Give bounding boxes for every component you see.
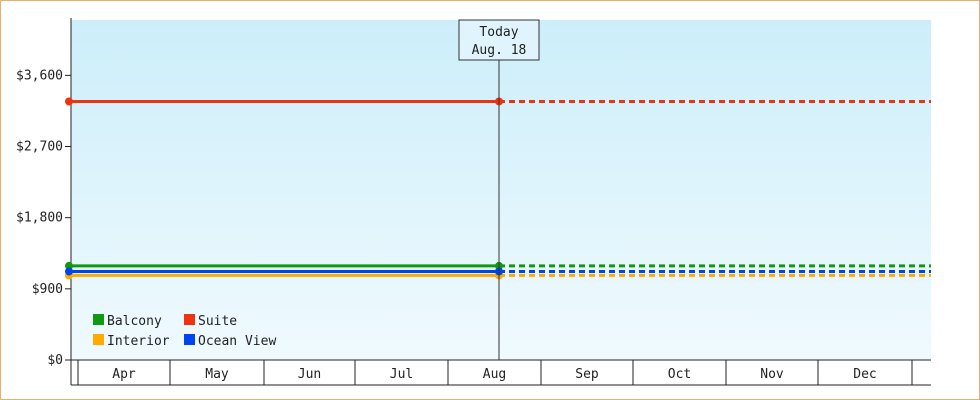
legend-item[interactable]: Interior xyxy=(93,334,170,349)
today-label: Today xyxy=(479,25,518,40)
series-suite xyxy=(65,97,931,106)
today-marker: Today Aug. 18 xyxy=(458,19,540,360)
x-tick-label: Sep xyxy=(575,367,599,382)
x-tick-label: Apr xyxy=(112,367,136,382)
plot-area xyxy=(71,20,931,360)
legend-label: Interior xyxy=(107,334,170,349)
legend-swatch xyxy=(93,334,104,345)
legend-label: Balcony xyxy=(107,314,162,329)
x-tick-label: Aug xyxy=(483,367,506,382)
x-axis: Apr May Jun Jul Aug Sep Oct Nov Dec xyxy=(71,359,931,386)
series-point[interactable] xyxy=(65,261,73,270)
today-callout-box xyxy=(458,19,540,61)
legend-item[interactable]: Balcony xyxy=(93,314,162,329)
x-tick-label: May xyxy=(205,367,229,382)
x-tick-label: Jul xyxy=(390,367,413,382)
series-group xyxy=(65,97,931,280)
legend-item[interactable]: Suite xyxy=(184,314,237,329)
y-tick-label: $3,600 xyxy=(16,68,63,83)
today-date-label: Aug. 18 xyxy=(472,43,527,58)
x-tick-label: Nov xyxy=(760,367,784,382)
legend: Balcony Suite Interior Ocean View xyxy=(93,314,276,349)
y-tick-label: $1,800 xyxy=(16,211,63,226)
legend-label: Suite xyxy=(198,314,237,329)
x-tick-label: Oct xyxy=(668,367,691,382)
x-tick-label: Jun xyxy=(298,367,321,382)
legend-item[interactable]: Ocean View xyxy=(184,334,276,349)
y-tick-label: $2,700 xyxy=(16,140,63,155)
series-point[interactable] xyxy=(65,97,73,106)
series-point[interactable] xyxy=(65,267,73,276)
legend-swatch xyxy=(93,314,104,325)
y-axis: $0 $900 $1,800 $2,700 $3,600 xyxy=(16,18,72,385)
legend-swatch xyxy=(184,334,195,345)
x-tick-label: Dec xyxy=(853,367,876,382)
y-tick-label: $0 xyxy=(47,353,63,368)
y-tick-label: $900 xyxy=(32,282,63,297)
legend-swatch xyxy=(184,314,195,325)
legend-label: Ocean View xyxy=(198,334,276,349)
